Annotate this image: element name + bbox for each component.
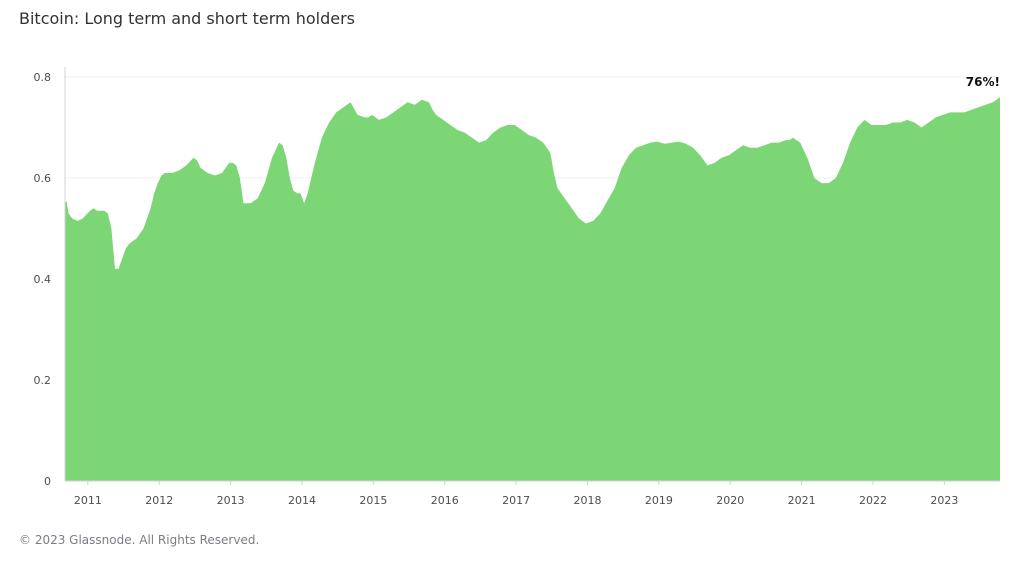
x-tick-label: 2016 [431,494,459,507]
y-tick-label: 0.4 [34,273,52,286]
y-axis-ticks: 0 0.2 0.4 0.6 0.8 [34,71,52,488]
x-tick-label: 2011 [74,494,102,507]
annotation-label: 76%! [966,75,1000,89]
x-tick-label: 2023 [930,494,958,507]
axes [64,67,1000,482]
x-tick-label: 2015 [359,494,387,507]
x-tick-label: 2021 [788,494,816,507]
x-tick-label: 2013 [217,494,245,507]
x-axis-ticks: 2011 2012 2013 2014 2015 2016 2017 2018 2019 2020… [74,481,958,507]
x-tick-label: 2022 [859,494,887,507]
area-series [65,97,1000,481]
annotations: 76%! [966,75,1000,89]
area-fill [65,97,1000,481]
chart-title: Bitcoin: Long term and short term holder… [19,9,355,28]
x-tick-label: 2012 [145,494,173,507]
x-tick-label: 2014 [288,494,316,507]
copyright-footer: © 2023 Glassnode. All Rights Reserved. [19,533,260,547]
y-tick-label: 0.8 [34,71,52,84]
y-tick-label: 0.6 [34,172,52,185]
x-tick-label: 2018 [573,494,601,507]
y-tick-label: 0 [44,475,51,488]
x-tick-label: 2020 [716,494,744,507]
x-tick-label: 2017 [502,494,530,507]
x-tick-label: 2019 [645,494,673,507]
y-tick-label: 0.2 [34,374,52,387]
